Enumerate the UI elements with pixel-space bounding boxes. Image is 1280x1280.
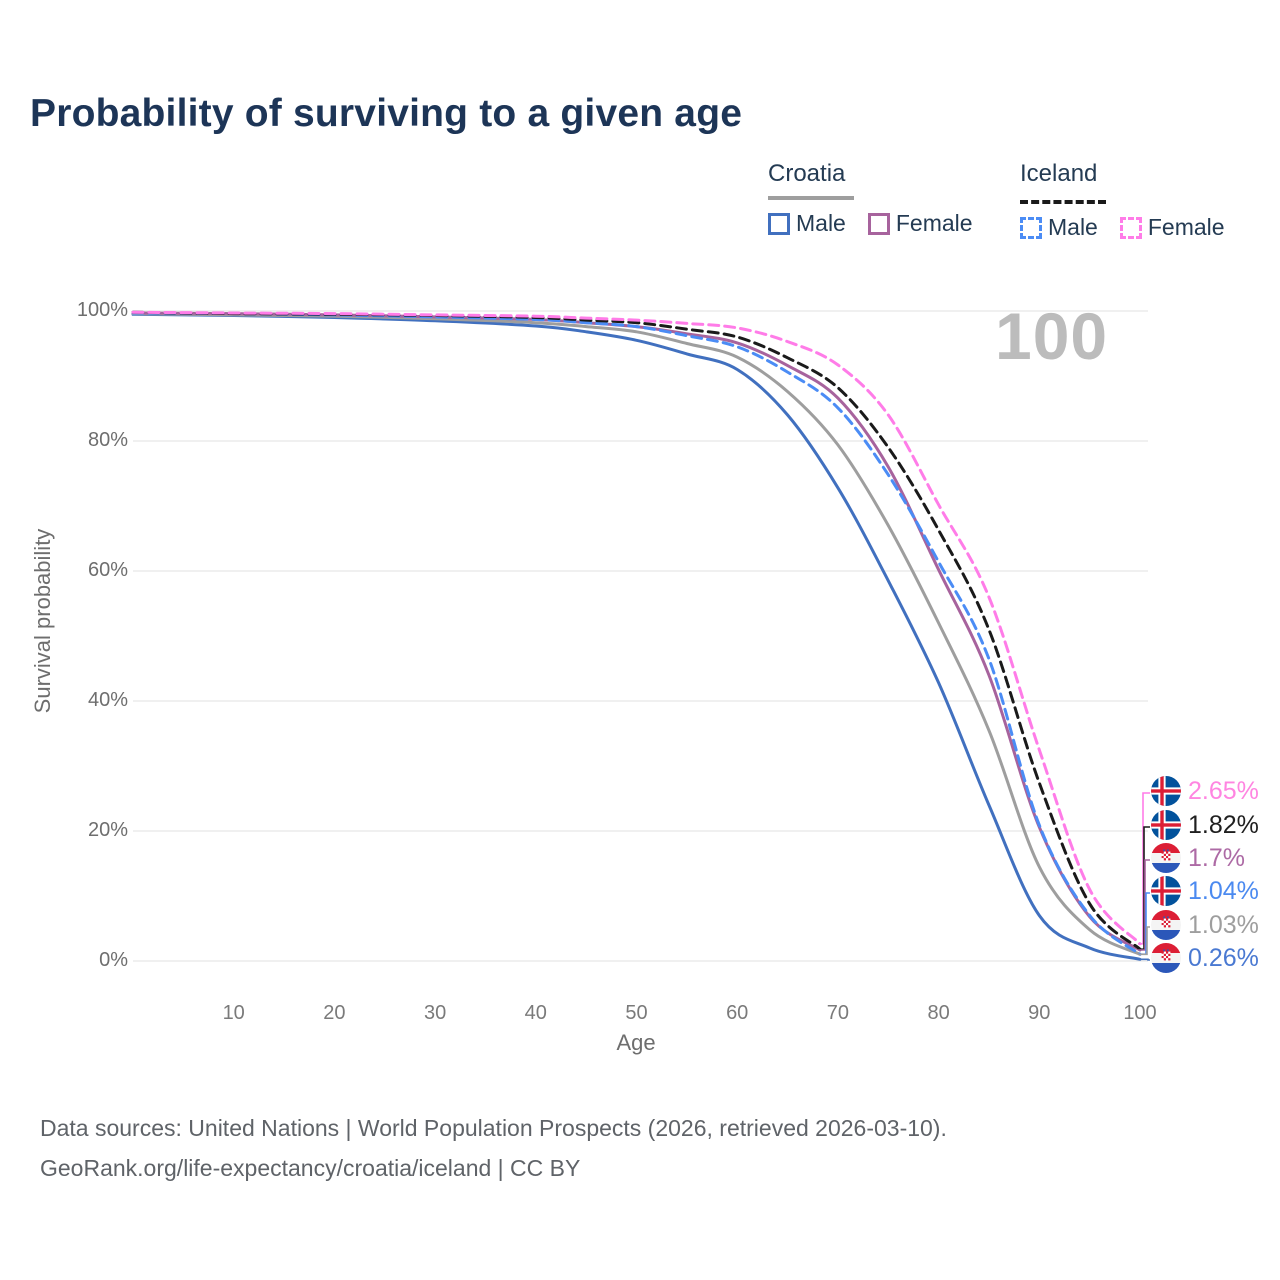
- curve-croatia-male: [131, 312, 1142, 961]
- connector-croatia-male: [1138, 958, 1150, 961]
- y-tick-100: 100%: [76, 299, 128, 321]
- x-tick-90: 90: [1028, 1002, 1051, 1024]
- legend-item-iceland-female: Female: [1119, 214, 1225, 241]
- legend-label-iceland-male: Male: [1048, 214, 1098, 240]
- end-label-value: 1.03%: [1188, 910, 1259, 939]
- y-tick-60: 60%: [87, 559, 128, 581]
- x-tick-70: 70: [826, 1002, 850, 1024]
- curve-iceland-female: [131, 310, 1142, 946]
- y-tick-0: 0%: [99, 949, 128, 971]
- legend-label-iceland-female: Female: [1147, 214, 1225, 240]
- connector-croatia: [1138, 926, 1150, 956]
- croatia-flag-icon: [1151, 910, 1181, 940]
- croatia-female-swatch-icon: [867, 212, 890, 235]
- legend-croatia-header: Croatia: [768, 160, 846, 187]
- end-label-iceland-female: 2.65%: [1151, 776, 1259, 806]
- end-label-value: 1.7%: [1188, 843, 1245, 872]
- end-label-value: 1.82%: [1188, 810, 1259, 839]
- iceland-male-swatch-icon: [1020, 216, 1042, 239]
- x-tick-20: 20: [323, 1002, 346, 1024]
- croatia-male-swatch-icon: [768, 212, 790, 235]
- x-tick-100: 100: [1123, 1002, 1157, 1024]
- croatia-flag-icon: [1151, 943, 1181, 973]
- end-label-iceland: 1.82%: [1151, 810, 1259, 840]
- end-label-value: 1.04%: [1188, 876, 1259, 905]
- curve-iceland: [131, 310, 1142, 951]
- y-tick-40: 40%: [87, 689, 128, 711]
- y-tick-80: 80%: [87, 429, 128, 451]
- legend-group-iceland: Iceland Male Female: [1020, 160, 1225, 241]
- end-label-value: 2.65%: [1188, 776, 1259, 805]
- croatia-flag-icon: [1151, 843, 1181, 873]
- legend-label-croatia-male: Male: [796, 210, 846, 236]
- x-tick-60: 60: [726, 1002, 749, 1024]
- connector-iceland-female: [1138, 792, 1150, 945]
- curve-croatia: [131, 312, 1142, 956]
- legend-item-croatia-male: Male: [768, 210, 846, 237]
- x-axis-title: Age: [616, 1030, 656, 1055]
- footer-data-sources: Data sources: United Nations | World Pop…: [40, 1115, 947, 1141]
- x-tick-50: 50: [625, 1002, 648, 1024]
- legend-item-iceland-male: Male: [1020, 214, 1098, 241]
- connector-iceland: [1138, 826, 1150, 950]
- y-tick-20: 20%: [87, 819, 128, 841]
- connector-croatia-female: [1138, 859, 1150, 951]
- legend-iceland-header: Iceland: [1020, 160, 1098, 187]
- end-label-value: 0.26%: [1188, 943, 1259, 972]
- legend-item-croatia-female: Female: [867, 210, 973, 237]
- end-label-croatia-male: 0.26%: [1151, 943, 1259, 973]
- end-label-croatia-female: 1.7%: [1151, 843, 1245, 873]
- age-watermark: 100: [995, 299, 1109, 373]
- end-label-iceland-male: 1.04%: [1151, 876, 1259, 906]
- x-tick-30: 30: [423, 1002, 447, 1024]
- x-tick-10: 10: [222, 1002, 245, 1024]
- legend-label-croatia-female: Female: [895, 210, 973, 236]
- croatia-line-sample: [768, 196, 854, 200]
- footer-attribution: Data sources: United Nations | World Pop…: [40, 1108, 947, 1188]
- x-tick-40: 40: [524, 1002, 547, 1024]
- legend-group-croatia: Croatia Male Female: [768, 160, 973, 237]
- page-title: Probability of surviving to a given age: [30, 92, 743, 135]
- x-tick-80: 80: [927, 1002, 950, 1024]
- iceland-female-swatch-icon: [1119, 216, 1142, 239]
- iceland-line-sample: [1020, 196, 1106, 204]
- iceland-flag-icon: [1151, 776, 1181, 806]
- iceland-flag-icon: [1151, 876, 1181, 906]
- iceland-flag-icon: [1151, 810, 1181, 840]
- footer-url: GeoRank.org/life-expectancy/croatia/icel…: [40, 1155, 581, 1181]
- end-label-croatia: 1.03%: [1151, 910, 1259, 940]
